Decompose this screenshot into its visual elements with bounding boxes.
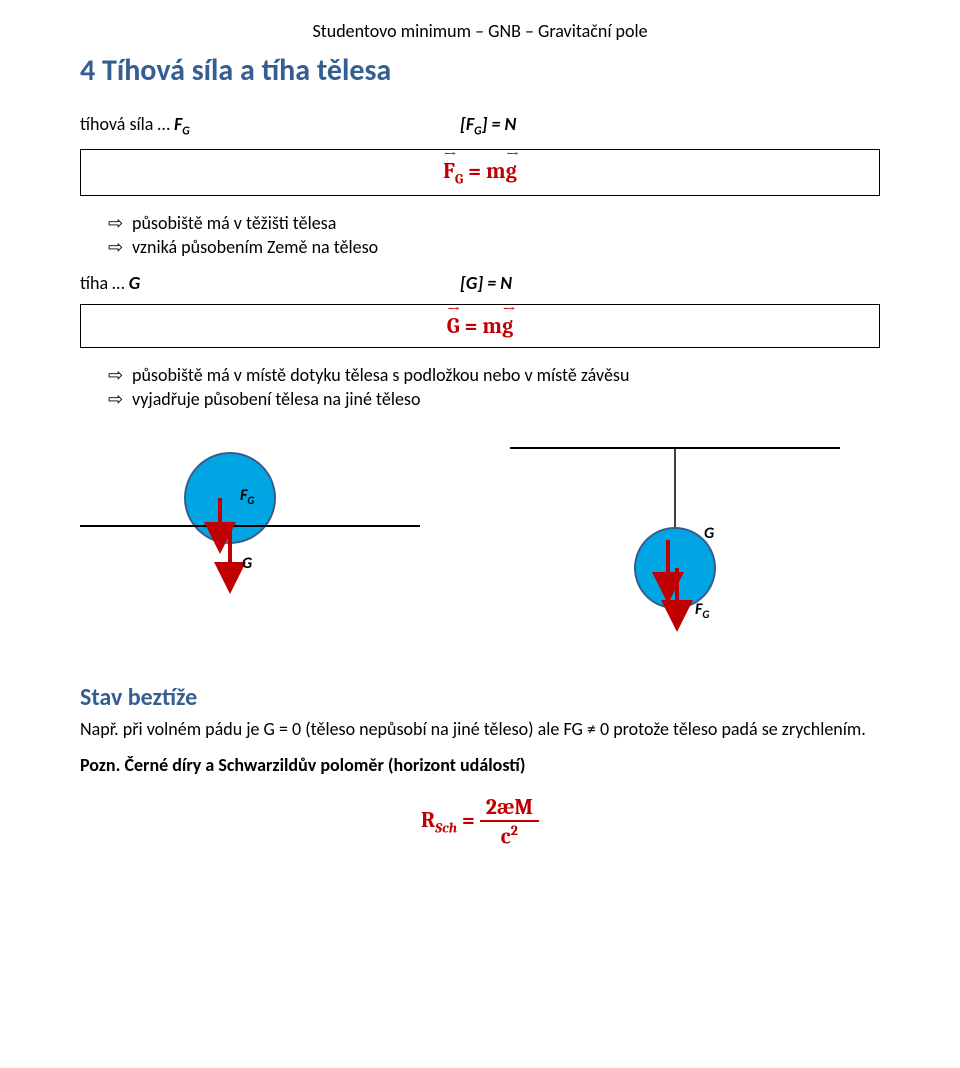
formula-fg-eq: = m (463, 158, 505, 184)
rsch-eq: = (462, 807, 480, 833)
prefix-text: tíha … (80, 272, 129, 294)
definition-label-g: tíha … G (80, 272, 280, 294)
unit-bracket-open: [F (460, 113, 474, 135)
bullet-list-2: působiště má v místě dotyku tělesa s pod… (80, 364, 880, 410)
bullet-item: vzniká působením Země na těleso (108, 236, 880, 258)
definition-label-fg: tíhová síla … FG (80, 113, 280, 139)
rsch-num-2: 2 (486, 794, 497, 820)
formula-schwarzschild-wrap: RSch = 2æM c2 (80, 794, 880, 849)
definition-row-fg: tíhová síla … FG [FG] = N (80, 113, 880, 139)
paragraph-weightlessness: Např. při volném pádu je G = 0 (těleso n… (80, 718, 880, 740)
formula-fg: FG = mg (443, 158, 517, 187)
formula-box-fg: FG = mg (80, 149, 880, 196)
diagram-weight: FGGGFG (80, 438, 880, 643)
formula-box-g: G = mg (80, 304, 880, 348)
term-G: G (129, 272, 140, 294)
svg-text:FG: FG (695, 600, 709, 621)
term-F: F (174, 113, 182, 135)
formula-g-lhs: G (447, 313, 460, 339)
bullet-item: působiště má v místě dotyku tělesa s pod… (108, 364, 880, 386)
formula-g-eq: = m (460, 313, 502, 339)
bullet-item: působiště má v těžišti tělesa (108, 212, 880, 234)
rsch-fraction: 2æM c2 (480, 794, 539, 849)
rsch-c: c (501, 823, 511, 849)
diagram-svg: FGGGFG (80, 438, 840, 638)
section-heading: 4 Tíhová síla a tíha tělesa (80, 52, 880, 89)
term-F-sub: G (182, 125, 189, 139)
prefix-text: tíhová síla … (80, 113, 174, 135)
formula-fg-lhs: F (443, 158, 455, 184)
svg-text:G: G (242, 554, 253, 573)
subheading-weightlessness: Stav beztíže (80, 683, 880, 712)
formula-g: G = mg (447, 313, 513, 339)
formula-fg-rhs: g (506, 158, 517, 184)
definition-row-g: tíha … G [G] = N (80, 272, 880, 294)
document-header: Studentovo minimum – GNB – Gravitační po… (80, 20, 880, 42)
bullet-list-1: působiště má v těžišti tělesa vzniká půs… (80, 212, 880, 258)
rsch-R: R (421, 807, 435, 833)
formula-schwarzschild: RSch = 2æM c2 (421, 794, 539, 849)
unit-suffix: ] = N (482, 113, 517, 135)
rsch-ae: æ (497, 794, 514, 820)
unit-g: [G] = N (460, 272, 512, 294)
bullet-item: vyjadřuje působení tělesa na jiné těleso (108, 388, 880, 410)
svg-text:G: G (704, 524, 715, 543)
rsch-sub: Sch (435, 819, 457, 836)
rsch-M: M (514, 794, 533, 820)
note-schwarzschild: Pozn. Černé díry a Schwarzildův poloměr … (80, 754, 880, 776)
unit-sub: G (474, 125, 481, 139)
unit-fg: [FG] = N (460, 113, 516, 139)
rsch-c-exp: 2 (511, 822, 518, 839)
formula-g-rhs: g (502, 313, 513, 339)
